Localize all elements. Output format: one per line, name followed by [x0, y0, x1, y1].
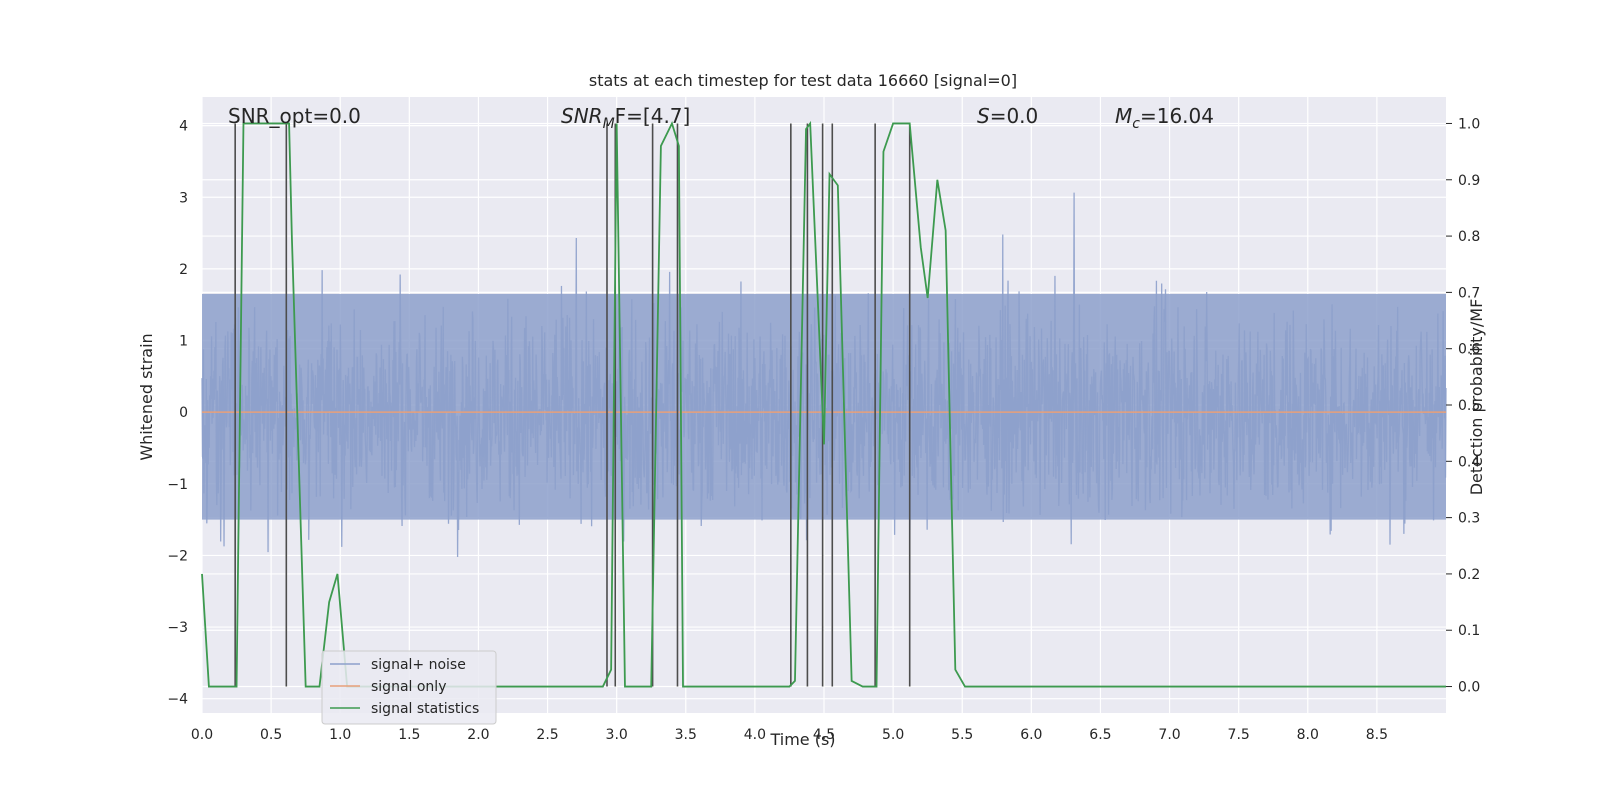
annotation-snr-mf-subscript: M: [603, 116, 615, 132]
y-right-tick-label: 0.8: [1458, 229, 1480, 245]
y-right-tick-label: 0.4: [1458, 454, 1480, 470]
x-tick-label: 0.5: [260, 727, 282, 743]
legend: signal+ noise signal only signal statist…: [321, 650, 497, 725]
x-axis-ticks: 0.0 0.5 1.0 1.5 2.0 2.5 3.0 3.5 4.0 4.5 5.0 5.5 6.0 6…: [191, 727, 1388, 743]
x-tick-label: 7.0: [1158, 727, 1180, 743]
x-tick-label: 1.5: [398, 727, 420, 743]
x-tick-label: 5.5: [951, 727, 973, 743]
x-tick-label: 8.0: [1297, 727, 1319, 743]
y-left-tick-label: −4: [167, 692, 188, 708]
legend-label-signal-only: signal only: [371, 679, 446, 695]
y-right-axis-label: Detection probability/MF: [1467, 299, 1486, 496]
y-left-tick-label: 1: [179, 334, 188, 350]
legend-label-signal-noise: signal+ noise: [371, 657, 466, 673]
annotation-mc-symbol: M: [1115, 104, 1132, 128]
signal-statistics-line: [201, 120, 1446, 688]
x-tick-label: 2.0: [467, 727, 489, 743]
y-right-tick-label: 0.5: [1458, 398, 1480, 414]
x-tick-label: 8.5: [1366, 727, 1388, 743]
y-left-axis-label: Whitened strain: [137, 333, 156, 460]
y-left-axis-ticks: 4 3 2 1 0 −1 −2 −3 −4: [167, 119, 188, 708]
annotation-mc: Mc=16.04: [1115, 104, 1214, 132]
chart-title: stats at each timestep for test data 166…: [589, 71, 1017, 90]
annotation-snr-opt: SNR_opt=0.0: [228, 104, 361, 128]
y-right-tick-label: 0.6: [1458, 342, 1480, 358]
y-right-tick-label: 0.0: [1458, 680, 1480, 696]
x-tick-label: 4.5: [813, 727, 835, 743]
y-left-tick-label: 4: [179, 119, 188, 135]
x-tick-label: 2.5: [536, 727, 558, 743]
annotation-s-value: =0.0: [990, 104, 1039, 128]
y-right-tick-label: 0.1: [1458, 623, 1480, 639]
y-right-axis-ticks: 1.0 0.9 0.8 0.7 0.6 0.5 0.4 0.3 0.2 0.1 0.0: [1446, 116, 1480, 696]
y-left-tick-label: 3: [179, 190, 188, 206]
signal-statistics-series: [201, 120, 1446, 688]
y-left-tick-label: −3: [167, 620, 188, 636]
legend-label-signal-statistics: signal statistics: [371, 701, 479, 717]
x-tick-label: 1.0: [329, 727, 351, 743]
annotation-s-symbol: S: [977, 104, 990, 128]
y-left-tick-label: −1: [167, 477, 188, 493]
y-right-tick-label: 1.0: [1458, 116, 1480, 132]
x-tick-label: 6.0: [1020, 727, 1042, 743]
y-right-tick-label: 0.3: [1458, 511, 1480, 527]
annotation-mc-subscript: c: [1132, 116, 1140, 132]
x-tick-label: 0.0: [191, 727, 213, 743]
y-right-tick-label: 0.9: [1458, 173, 1480, 189]
legend-box: [321, 650, 497, 725]
x-axis-label: Time (s): [769, 730, 835, 749]
x-tick-label: 3.5: [675, 727, 697, 743]
signal-noise-line: [201, 192, 1447, 557]
y-left-tick-label: 2: [179, 262, 188, 278]
y-left-tick-label: −2: [167, 548, 188, 564]
y-left-tick-label: 0: [179, 405, 188, 421]
y-right-tick-label: 0.7: [1458, 285, 1480, 301]
annotation-snr-mf-value: F=[4.7]: [615, 104, 691, 128]
y-right-tick-label: 0.2: [1458, 567, 1480, 583]
x-tick-label: 7.5: [1228, 727, 1250, 743]
x-tick-label: 5.0: [882, 727, 904, 743]
annotation-snr-mf: SNRMF=[4.7]: [561, 104, 690, 132]
x-tick-label: 4.0: [744, 727, 766, 743]
annotation-snr-mf-symbol: SNR: [561, 104, 603, 128]
annotation-s: S=0.0: [977, 104, 1038, 128]
x-tick-label: 6.5: [1089, 727, 1111, 743]
x-tick-label: 3.0: [606, 727, 628, 743]
annotation-mc-value: =16.04: [1140, 104, 1214, 128]
